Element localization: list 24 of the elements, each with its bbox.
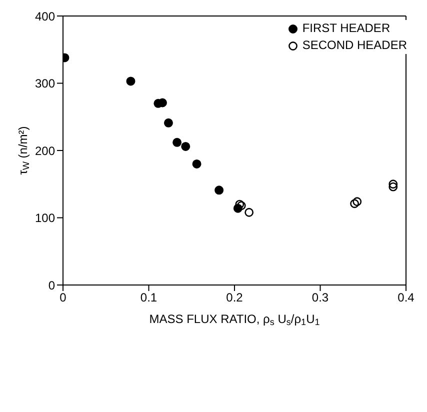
x-axis-title: MASS FLUX RATIO, ρ$_{s}$ U$_{s}$/ρ$_{1}$U$_{1}$ [149,312,320,328]
point [192,159,202,168]
legend-label: SECOND HEADER [302,37,407,54]
x-tick-label: 0.4 [398,290,415,305]
point [388,182,398,192]
point [388,180,398,189]
legend-label: FIRST HEADER [302,20,390,37]
point [244,208,254,217]
point [352,197,362,206]
point [164,118,173,128]
x-tick-label: 0 [60,290,67,305]
y-tick-label: 400 [34,9,56,24]
x-tick-label: 0.3 [312,290,329,305]
y-tick-label: 0 [48,278,56,292]
y-tick-label: 300 [34,76,56,91]
x-tick-label: 0.2 [226,290,244,305]
point [214,186,224,195]
x-tick-label: 0.1 [140,290,158,305]
point [126,76,136,86]
point [350,199,359,208]
y-tick-label: 100 [34,211,56,226]
y-tick-label: 200 [34,144,56,158]
point [181,142,190,151]
point [172,138,182,147]
